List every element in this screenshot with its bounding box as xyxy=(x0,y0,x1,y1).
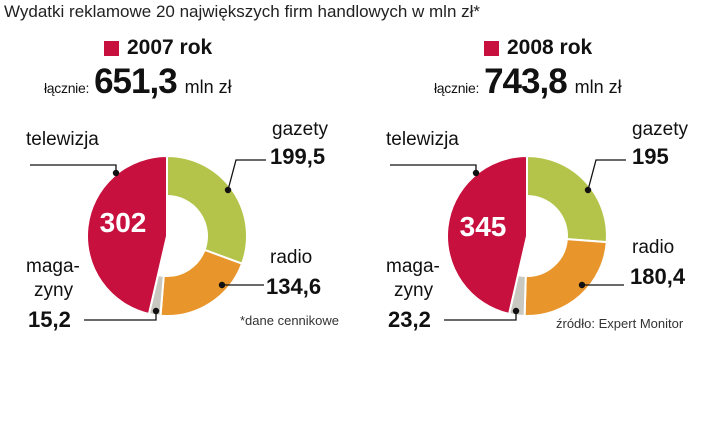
value-label-gazety: 199,5 xyxy=(270,144,326,169)
leader-dot-radio xyxy=(218,281,226,289)
donut-slice-telewizja xyxy=(86,154,168,316)
category-label-magazyny-line2: zyny xyxy=(34,280,74,301)
value-label-telewizja: 302 xyxy=(99,207,147,238)
source-note: źródło: Expert Monitor xyxy=(556,316,684,331)
footnote: *dane cennikowe xyxy=(240,313,340,328)
chart-panel-2008: 2008 rok łącznie: 743,8 mln zł 345 telew… xyxy=(360,0,720,424)
leader-line-telewizja xyxy=(390,164,477,173)
total-prefix: łącznie: xyxy=(434,80,480,96)
value-label-radio: 134,6 xyxy=(266,274,322,299)
value-label-radio: 180,4 xyxy=(630,264,686,289)
chart-panel-2007: 2007 rok łącznie: 651,3 mln zł 302 telew… xyxy=(26,36,340,332)
value-label-magazyny: 23,2 xyxy=(388,307,431,332)
leader-dot-magazyny xyxy=(152,307,160,315)
category-label-magazyny-line1: maga- xyxy=(386,256,440,277)
category-label-gazety: gazety xyxy=(272,119,328,140)
leader-dot-telewizja xyxy=(472,169,480,177)
year-header: 2008 rok xyxy=(484,36,592,60)
leader-line-telewizja xyxy=(30,164,117,173)
total-value: 651,3 xyxy=(94,62,178,101)
leader-dot-gazety xyxy=(584,186,592,194)
leader-dot-magazyny xyxy=(512,307,520,315)
leader-dot-gazety xyxy=(224,186,232,194)
total-prefix: łącznie: xyxy=(44,80,90,96)
leader-dot-telewizja xyxy=(112,169,120,177)
value-label-telewizja: 345 xyxy=(459,211,507,242)
category-label-magazyny-line2: zyny xyxy=(394,280,434,301)
total-value: 743,8 xyxy=(484,62,568,101)
total-row: łącznie: 743,8 mln zł xyxy=(434,62,622,102)
chart-title: Wydatki reklamowe 20 największych firm h… xyxy=(4,2,481,21)
value-label-magazyny: 15,2 xyxy=(28,307,71,332)
donut-chart xyxy=(390,154,626,321)
total-unit: mln zł xyxy=(184,77,232,97)
year-swatch-icon xyxy=(104,40,119,56)
category-label-radio: radio xyxy=(270,247,313,268)
donut-hole xyxy=(157,196,207,276)
year-label: 2008 rok xyxy=(507,36,593,59)
category-label-gazety: gazety xyxy=(632,119,688,140)
value-label-gazety: 195 xyxy=(632,144,669,169)
total-row: łącznie: 651,3 mln zł xyxy=(44,62,232,102)
donut-slice-telewizja xyxy=(446,154,528,316)
category-label-telewizja: telewizja xyxy=(386,129,459,150)
category-label-magazyny-line1: maga- xyxy=(26,256,80,277)
leader-line-gazety xyxy=(587,159,626,191)
donut-hole xyxy=(518,196,567,276)
total-unit: mln zł xyxy=(574,77,622,97)
year-header: 2007 rok xyxy=(104,36,212,60)
category-label-radio: radio xyxy=(632,237,675,258)
category-label-telewizja: telewizja xyxy=(26,129,99,150)
leader-line-gazety xyxy=(227,159,266,191)
donut-chart xyxy=(30,154,266,321)
year-label: 2007 rok xyxy=(127,36,213,59)
year-swatch-icon xyxy=(484,40,499,56)
leader-dot-radio xyxy=(578,281,586,289)
